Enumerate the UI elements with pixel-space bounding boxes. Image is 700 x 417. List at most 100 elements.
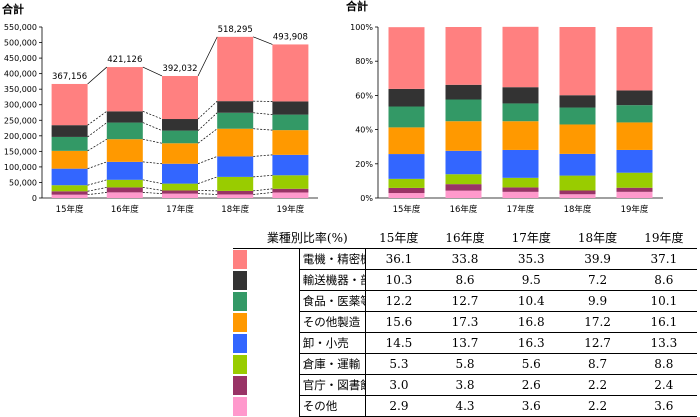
bar-segment: [162, 190, 198, 193]
bar-segment: [52, 137, 88, 151]
bar-segment: [617, 105, 653, 122]
bar-segment: [52, 169, 88, 186]
bar-segment: [217, 37, 253, 101]
connector-line: [198, 101, 217, 119]
bar-segment: [560, 154, 596, 176]
x-tick-label: 18年度: [564, 204, 592, 215]
connector-line: [198, 129, 217, 144]
bar-segment: [617, 173, 653, 188]
bar-segment: [560, 27, 596, 95]
cell-value: 39.9: [564, 249, 630, 270]
x-tick-label: 19年度: [621, 204, 649, 215]
table-header-col: 18年度: [564, 228, 630, 249]
table-header-row: 業種別比率(%) 15年度 16年度 17年度 18年度 19年度: [233, 228, 697, 249]
connector-line: [253, 155, 272, 157]
y-tick-label: 50,000: [9, 178, 37, 187]
connector-line: [253, 113, 272, 115]
connector-line: [198, 177, 217, 184]
bar-segment: [162, 184, 198, 191]
connector-line: [88, 180, 107, 185]
cell-value: 8.8: [631, 354, 697, 375]
cell-value: 10.3: [366, 270, 432, 291]
connector-line: [88, 162, 107, 169]
connector-line: [88, 123, 107, 137]
x-tick-label: 15年度: [393, 204, 421, 215]
bar-segment: [217, 101, 253, 113]
cell-value: 17.3: [432, 312, 498, 333]
y-tick-label: 550,000: [4, 23, 37, 32]
legend-swatch-color: [233, 313, 247, 332]
bar-segment: [389, 107, 425, 128]
legend-swatch: [233, 249, 299, 270]
cell-value: 16.1: [631, 312, 697, 333]
bar-segment: [217, 177, 253, 191]
cell-value: 2.4: [631, 375, 697, 396]
bar-segment: [217, 191, 253, 195]
bar-segment: [446, 121, 482, 151]
connector-line: [143, 139, 162, 143]
bar-segment: [272, 44, 308, 101]
table-header-col: 15年度: [366, 228, 432, 249]
y-tick-label: 0%: [360, 194, 373, 203]
connector-line: [88, 187, 107, 191]
cell-value: 2.6: [498, 375, 564, 396]
bar-segment: [217, 194, 253, 198]
bar-segment: [446, 151, 482, 174]
bar-segment: [107, 192, 143, 198]
connector-line: [88, 192, 107, 194]
row-label: その他: [299, 396, 365, 417]
absolute-stacked-bar-chart: 合計050,000100,000150,000200,000250,000300…: [2, 2, 318, 215]
cell-value: 5.8: [432, 354, 498, 375]
cell-value: 8.6: [631, 270, 697, 291]
total-label: 421,126: [107, 55, 142, 65]
bar-segment: [107, 162, 143, 180]
bar-segment: [446, 191, 482, 198]
bar-segment: [503, 103, 539, 121]
bar-segment: [162, 143, 198, 163]
bar-segment: [107, 180, 143, 188]
bar-segment: [503, 87, 539, 103]
legend-swatch: [233, 312, 299, 333]
table-header-col: 16年度: [432, 228, 498, 249]
table-header-label: 業種別比率(%): [233, 228, 366, 249]
bar-segment: [272, 192, 308, 198]
bar-segment: [52, 191, 88, 194]
connector-line: [143, 187, 162, 190]
bar-segment: [107, 67, 143, 111]
bar-segment: [389, 154, 425, 179]
cell-value: 9.9: [564, 291, 630, 312]
connector-line: [198, 113, 217, 131]
legend-swatch-color: [233, 271, 247, 290]
legend-swatch: [233, 270, 299, 291]
y-tick-label: 80%: [355, 57, 373, 66]
cell-value: 15.6: [366, 312, 432, 333]
x-tick-label: 18年度: [221, 204, 249, 215]
cell-value: 2.9: [366, 396, 432, 417]
table-row: 官庁・図書館等3.03.82.62.22.4: [233, 375, 697, 396]
cell-value: 16.8: [498, 312, 564, 333]
row-label: 食品・医薬等: [299, 291, 365, 312]
bar-segment: [560, 194, 596, 198]
connector-line: [88, 67, 107, 84]
bar-segment: [52, 151, 88, 169]
bar-segment: [272, 189, 308, 193]
table-row: 輸送機器・部品10.38.69.57.28.6: [233, 270, 697, 291]
cell-value: 10.1: [631, 291, 697, 312]
row-label: 電機・精密機器: [299, 249, 365, 270]
connector-line: [198, 156, 217, 163]
total-label: 493,908: [273, 32, 308, 42]
connector-line: [143, 192, 162, 193]
bar-segment: [272, 115, 308, 131]
bar-segment: [107, 139, 143, 162]
y-tick-label: 40%: [355, 126, 373, 135]
cell-value: 4.3: [432, 396, 498, 417]
bar-segment: [560, 124, 596, 153]
cell-value: 3.8: [432, 375, 498, 396]
bar-segment: [107, 111, 143, 122]
y-tick-label: 0: [32, 194, 37, 203]
row-label: 輸送機器・部品: [299, 270, 365, 291]
legend-swatch: [233, 354, 299, 375]
